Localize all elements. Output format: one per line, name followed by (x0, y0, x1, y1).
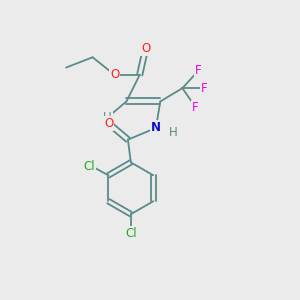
Text: O: O (141, 42, 150, 55)
Text: H: H (103, 111, 112, 124)
Text: O: O (110, 68, 119, 81)
Text: N: N (151, 122, 161, 134)
Text: O: O (104, 117, 113, 130)
Text: F: F (195, 64, 202, 77)
Text: Cl: Cl (125, 227, 137, 240)
Text: H: H (169, 126, 178, 139)
Text: Cl: Cl (83, 160, 95, 173)
Text: F: F (201, 82, 208, 95)
Text: F: F (192, 101, 199, 114)
